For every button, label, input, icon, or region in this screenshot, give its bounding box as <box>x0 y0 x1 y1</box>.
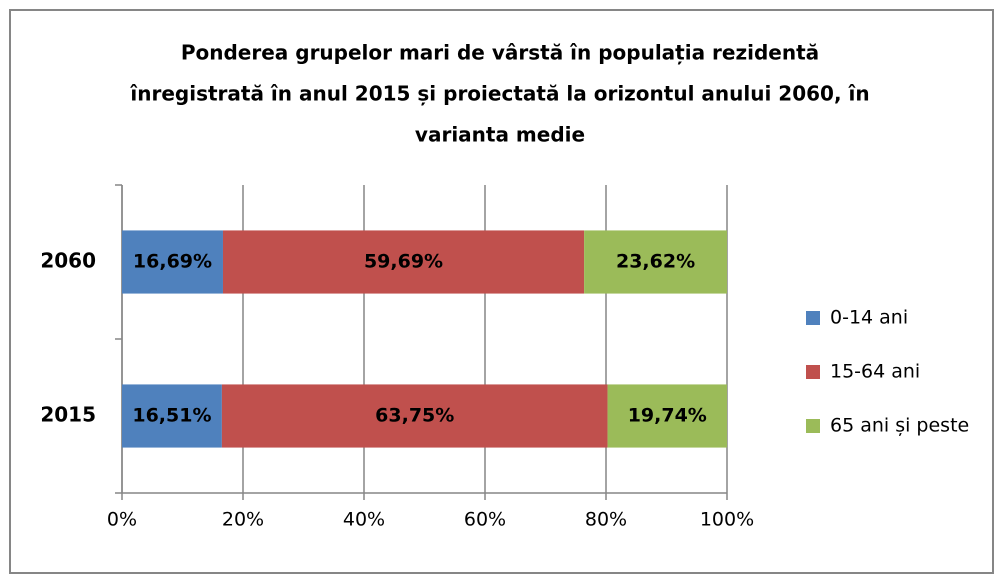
data-label: 19,74% <box>628 405 707 427</box>
bar-segment <box>122 384 222 448</box>
data-label: 59,69% <box>364 251 443 273</box>
legend-label: 0-14 ani <box>830 307 908 329</box>
data-label: 16,51% <box>132 405 211 427</box>
chart-title: varianta medie <box>415 123 585 147</box>
legend-swatch <box>806 419 820 433</box>
x-tick-label: 100% <box>700 509 754 531</box>
data-label: 63,75% <box>375 405 454 427</box>
legend-label: 15-64 ani <box>830 361 920 383</box>
chart-title: Ponderea grupelor mari de vârstă în popu… <box>181 41 819 65</box>
legend-swatch <box>806 311 820 325</box>
x-tick-label: 20% <box>222 509 264 531</box>
chart-title: înregistrată în anul 2015 și proiectată … <box>129 82 869 106</box>
y-tick-label: 2015 <box>40 403 96 427</box>
data-label: 16,69% <box>133 251 212 273</box>
legend-label: 65 ani și peste <box>830 415 969 437</box>
bar-segment <box>584 230 727 294</box>
data-label: 23,62% <box>616 251 695 273</box>
x-tick-label: 80% <box>585 509 627 531</box>
bar-segment <box>221 384 608 448</box>
bar-segment <box>222 230 585 294</box>
y-tick-label: 2060 <box>40 249 96 273</box>
x-tick-label: 60% <box>464 509 506 531</box>
legend-swatch <box>806 365 820 379</box>
x-tick-label: 0% <box>107 509 137 531</box>
bar-segment <box>122 230 223 294</box>
x-tick-label: 40% <box>343 509 385 531</box>
bar-segment <box>607 384 727 448</box>
